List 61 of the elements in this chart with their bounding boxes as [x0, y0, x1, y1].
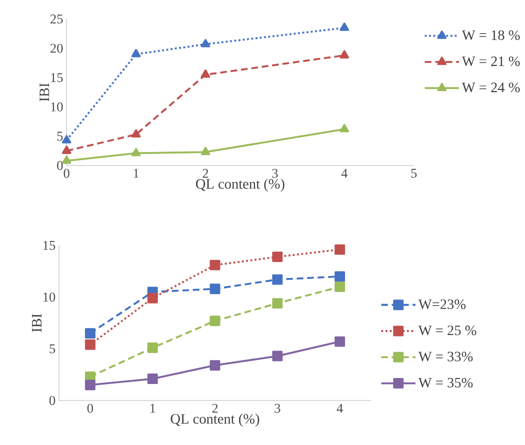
y-tick-label: 5 — [57, 132, 63, 141]
point — [272, 251, 283, 262]
point — [210, 316, 220, 326]
legend-label: W = 18 % — [462, 30, 520, 40]
y-tick-label: 20 — [50, 44, 63, 53]
point — [340, 50, 350, 58]
point — [272, 298, 283, 308]
y-tick-label: 0 — [49, 396, 56, 405]
y-tick-label: 10 — [51, 102, 63, 112]
point — [147, 373, 158, 384]
x-tick-label: 2 — [202, 168, 208, 178]
point — [147, 292, 158, 304]
legend-label: W = 21 % — [462, 56, 520, 66]
point — [334, 244, 346, 255]
point — [334, 336, 346, 347]
point — [84, 328, 96, 338]
x-axis-title: QL content (%) — [196, 178, 284, 192]
point — [272, 350, 283, 362]
x-tick-label: 4 — [341, 168, 348, 178]
point — [200, 38, 210, 48]
y-tick-label: 25 — [50, 14, 63, 24]
point — [334, 281, 346, 292]
point — [340, 124, 350, 132]
legend-label: W=23% — [418, 299, 466, 310]
point — [210, 360, 220, 370]
point — [84, 339, 96, 350]
point — [210, 260, 220, 270]
x-tick-label: 2 — [212, 404, 218, 413]
point — [131, 129, 141, 138]
x-tick-label: 3 — [272, 168, 278, 178]
point — [84, 380, 96, 390]
x-tick-label: 1 — [134, 168, 139, 178]
point — [200, 69, 210, 78]
point — [62, 156, 72, 164]
point — [340, 22, 350, 31]
point — [131, 48, 141, 58]
y-tick-label: 10 — [43, 292, 56, 302]
legend-label: W = 33% — [418, 352, 473, 362]
y-tick-label: 15 — [51, 73, 63, 82]
point — [62, 146, 72, 154]
legend-label: W = 25 % — [418, 325, 476, 336]
point — [200, 146, 210, 156]
y-tick-label: 0 — [57, 160, 63, 170]
point — [210, 284, 220, 294]
y-axis-title: IBI — [32, 314, 42, 332]
point — [131, 148, 141, 156]
x-tick-label: 3 — [274, 404, 280, 413]
x-tick-label: 4 — [336, 404, 343, 413]
legend-label: W = 35% — [418, 378, 473, 388]
y-axis-title: IBI — [40, 83, 50, 102]
point — [147, 342, 158, 353]
x-tick-label: 5 — [411, 168, 417, 178]
legend-label: W = 24 % — [462, 82, 520, 92]
y-tick-label: 5 — [50, 344, 56, 354]
x-tick-label: 1 — [150, 404, 156, 413]
y-tick-label: 15 — [43, 240, 56, 250]
point — [334, 271, 346, 282]
x-tick-label: 0 — [64, 168, 70, 178]
x-tick-label: 0 — [87, 404, 94, 413]
point — [272, 274, 283, 285]
x-axis-title: QL content (%) — [170, 414, 260, 427]
